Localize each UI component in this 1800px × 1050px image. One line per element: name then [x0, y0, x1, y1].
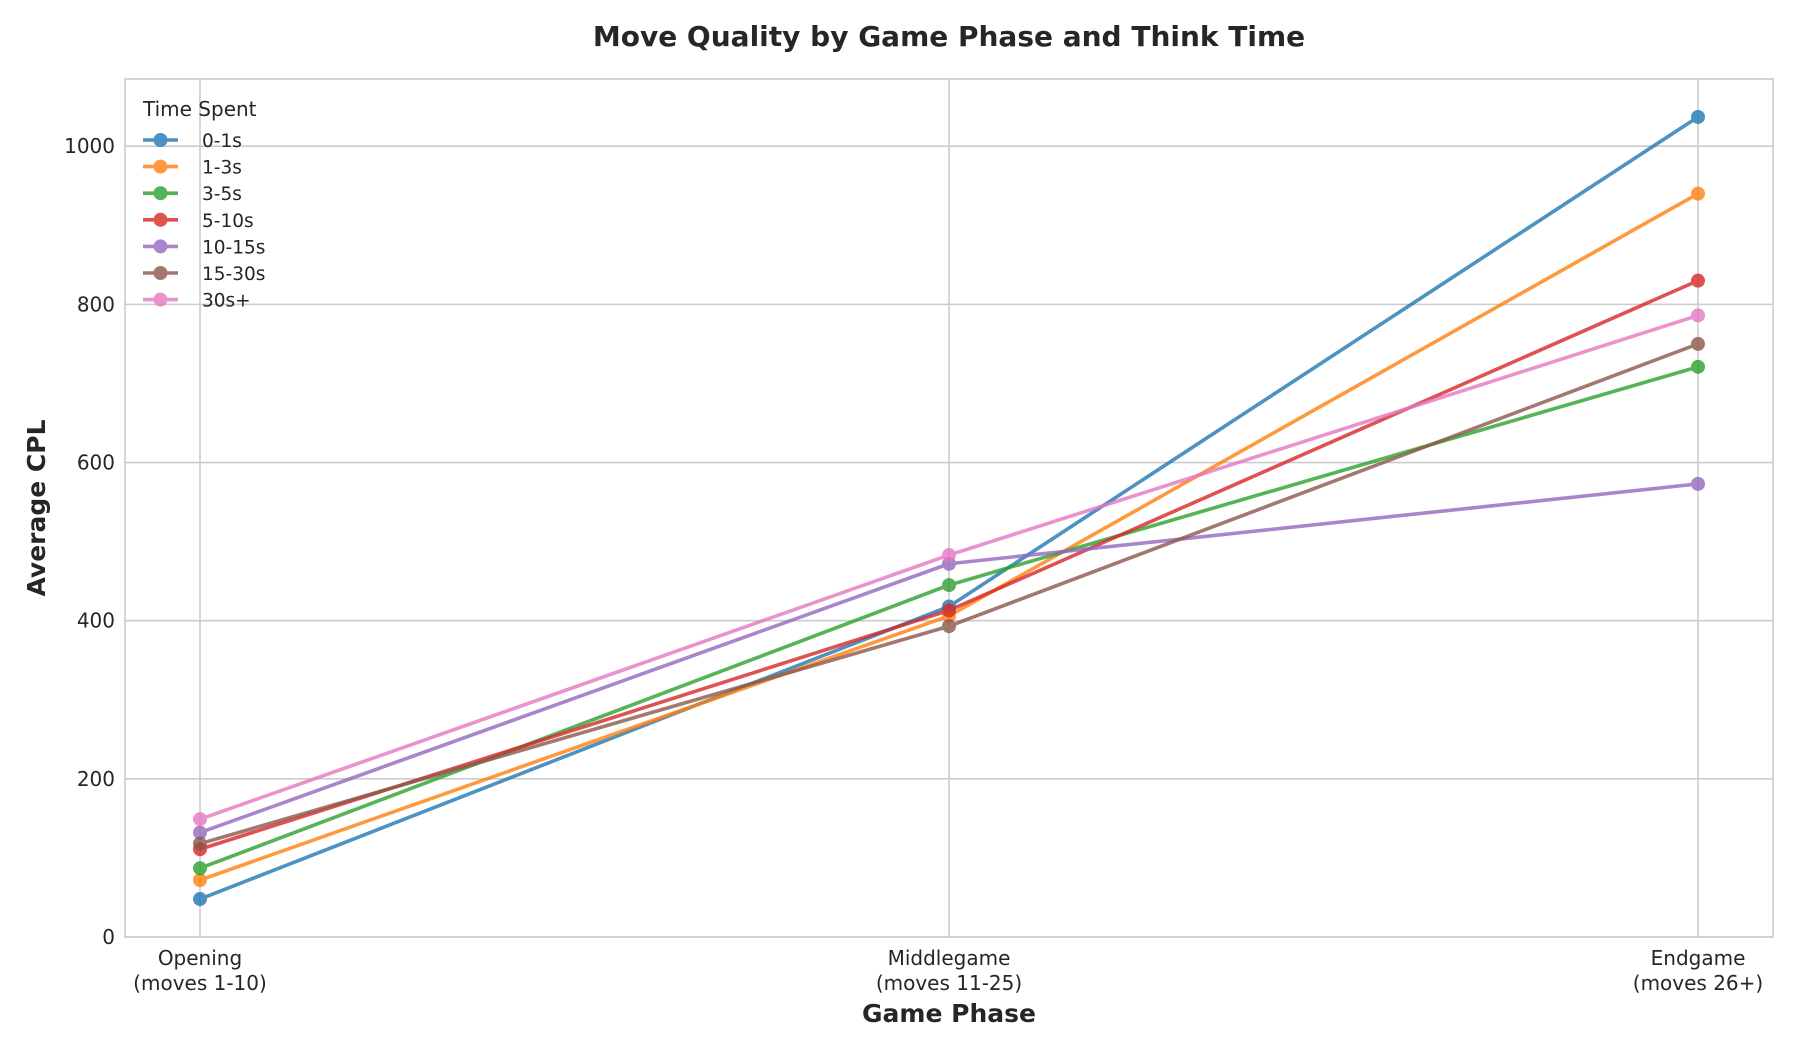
- legend-marker: [153, 266, 168, 280]
- legend-marker: [153, 133, 168, 147]
- y-tick-label: 600: [77, 451, 115, 475]
- x-axis-label: Game Phase: [862, 999, 1036, 1028]
- data-point: [1691, 308, 1705, 323]
- legend-title: Time Spent: [142, 97, 257, 121]
- legend-item: [143, 239, 178, 254]
- data-point: [1691, 359, 1705, 374]
- series-15-30s: [193, 336, 1705, 851]
- x-tick-label-line: Endgame: [1651, 946, 1746, 970]
- x-tick-label: Middlegame (moves 11-25): [876, 946, 1022, 995]
- y-tick-label: 0: [102, 925, 115, 949]
- y-tick-label: 1000: [64, 134, 115, 158]
- plot-frame: [124, 78, 1774, 938]
- data-point: [193, 861, 207, 876]
- legend-marker: [153, 239, 168, 254]
- legend-label: 15-30s: [202, 264, 265, 285]
- legend-label: 0-1s: [202, 131, 242, 152]
- legend-marker: [153, 292, 168, 307]
- legend-item: [143, 159, 178, 174]
- y-axis-label: Average CPL: [22, 419, 51, 596]
- x-tick-label: Opening (moves 1-10): [133, 946, 267, 995]
- legend-item: [143, 133, 178, 147]
- x-tick-label-line: (moves 1-10): [133, 971, 267, 995]
- legend: Time Spent 0-1s 1-3s 3-5s 5-10s 10-15s 15-30s…: [142, 97, 265, 312]
- data-point: [1691, 186, 1705, 201]
- x-tick-label-line: (moves 11-25): [876, 971, 1022, 995]
- data-point: [942, 578, 956, 593]
- x-tick-label: Endgame (moves 26+): [1633, 946, 1763, 995]
- legend-marker: [153, 186, 168, 201]
- legend-label: 30s+: [202, 291, 251, 312]
- legend-item: [143, 212, 178, 227]
- x-tick-label-line: Middlegame: [888, 946, 1011, 970]
- data-point: [193, 873, 207, 888]
- series-layer: [193, 109, 1705, 907]
- legend-item: [143, 292, 178, 307]
- x-tick-label-line: (moves 26+): [1633, 971, 1763, 995]
- data-point: [1691, 273, 1705, 288]
- data-point: [1691, 109, 1705, 124]
- legend-label: 10-15s: [202, 237, 265, 258]
- legend-label: 3-5s: [202, 184, 242, 205]
- tick-labels: 0 200 400 600 800 1000 Opening (moves 1-10) Midd…: [64, 134, 1763, 995]
- data-point: [193, 836, 207, 851]
- data-point: [193, 825, 207, 840]
- y-tick-label: 400: [77, 609, 115, 633]
- legend-item: [143, 186, 178, 201]
- series-30s+: [193, 308, 1705, 827]
- data-point: [942, 603, 956, 618]
- data-point: [193, 892, 207, 907]
- data-point: [193, 812, 207, 827]
- data-point: [942, 548, 956, 563]
- legend-marker: [153, 159, 168, 174]
- data-point: [1691, 336, 1705, 351]
- x-tick-label-line: Opening: [158, 946, 242, 970]
- y-tick-label: 800: [77, 292, 115, 316]
- legend-label: 5-10s: [202, 211, 254, 232]
- data-point: [1691, 476, 1705, 491]
- legend-marker: [153, 212, 168, 227]
- y-tick-label: 200: [77, 767, 115, 791]
- legend-item: [143, 266, 178, 280]
- chart-title: Move Quality by Game Phase and Think Tim…: [593, 20, 1305, 53]
- legend-label: 1-3s: [202, 158, 242, 179]
- data-point: [942, 619, 956, 634]
